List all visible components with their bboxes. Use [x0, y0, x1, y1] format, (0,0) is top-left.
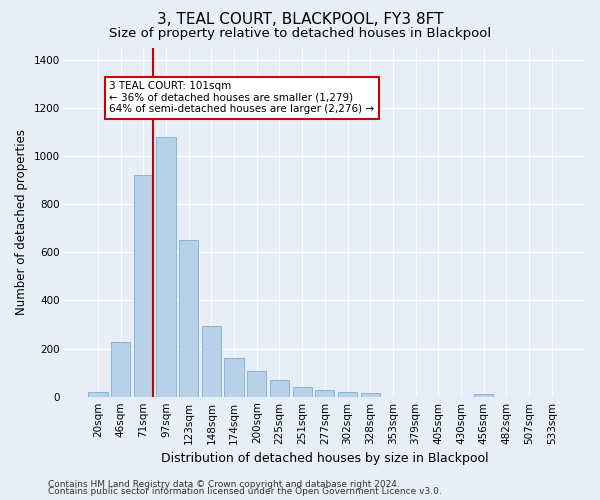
Bar [179, 240, 199, 396]
Bar [293, 387, 312, 396]
Bar [474, 394, 493, 396]
Bar [88, 392, 107, 396]
Bar [224, 358, 244, 397]
Bar [247, 372, 266, 396]
Bar [202, 326, 221, 396]
Bar [361, 393, 380, 396]
Text: Contains HM Land Registry data © Crown copyright and database right 2024.: Contains HM Land Registry data © Crown c… [48, 480, 400, 489]
Bar [315, 390, 334, 396]
Y-axis label: Number of detached properties: Number of detached properties [15, 129, 28, 315]
Text: 3 TEAL COURT: 101sqm
← 36% of detached houses are smaller (1,279)
64% of semi-de: 3 TEAL COURT: 101sqm ← 36% of detached h… [109, 81, 374, 114]
Bar [338, 392, 357, 396]
Text: Contains public sector information licensed under the Open Government Licence v3: Contains public sector information licen… [48, 488, 442, 496]
Bar [270, 380, 289, 396]
Bar [134, 175, 153, 396]
Text: 3, TEAL COURT, BLACKPOOL, FY3 8FT: 3, TEAL COURT, BLACKPOOL, FY3 8FT [157, 12, 443, 28]
Bar [157, 136, 176, 396]
Text: Size of property relative to detached houses in Blackpool: Size of property relative to detached ho… [109, 28, 491, 40]
X-axis label: Distribution of detached houses by size in Blackpool: Distribution of detached houses by size … [161, 452, 488, 465]
Bar [111, 342, 130, 396]
